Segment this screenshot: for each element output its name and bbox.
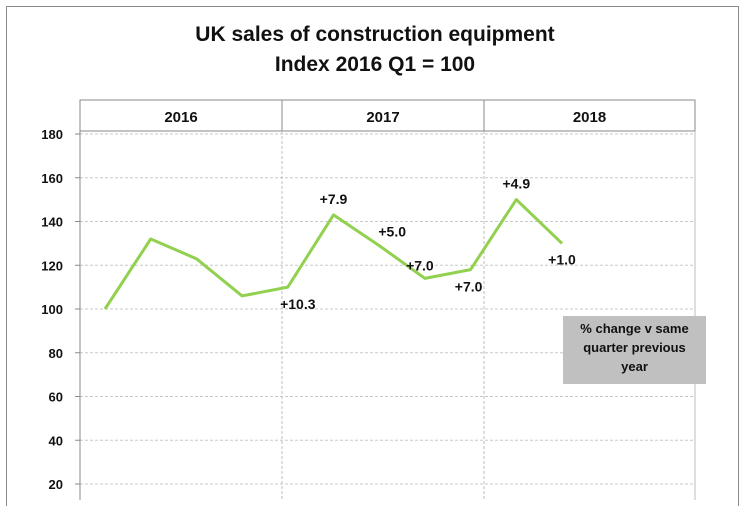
note-line-3: year — [563, 357, 706, 376]
data-label: +7.0 — [455, 279, 483, 295]
data-label: +10.3 — [280, 296, 316, 312]
y-tick-label: 180 — [41, 127, 63, 142]
year-label-2016: 2016 — [164, 109, 197, 126]
y-tick-label: 120 — [41, 258, 63, 273]
data-label: +4.9 — [502, 176, 530, 192]
y-tick-label: 160 — [41, 171, 63, 186]
data-label: +7.0 — [406, 257, 434, 273]
series-line — [105, 200, 562, 309]
y-tick-label: 80 — [49, 346, 63, 361]
data-label: +5.0 — [378, 224, 406, 240]
data-label: +7.9 — [320, 191, 348, 207]
y-tick-label: 20 — [49, 477, 63, 492]
data-label: +1.0 — [548, 251, 576, 267]
year-label-2017: 2017 — [366, 109, 399, 126]
y-tick-label: 60 — [49, 390, 63, 405]
y-tick-label: 140 — [41, 215, 63, 230]
note-box: % change v same quarter previous year — [563, 316, 706, 384]
y-tick-label: 40 — [49, 433, 63, 448]
note-line-2: quarter previous — [563, 338, 706, 357]
y-tick-label: 100 — [41, 302, 63, 317]
year-label-2018: 2018 — [573, 109, 606, 126]
note-line-1: % change v same — [563, 319, 706, 338]
